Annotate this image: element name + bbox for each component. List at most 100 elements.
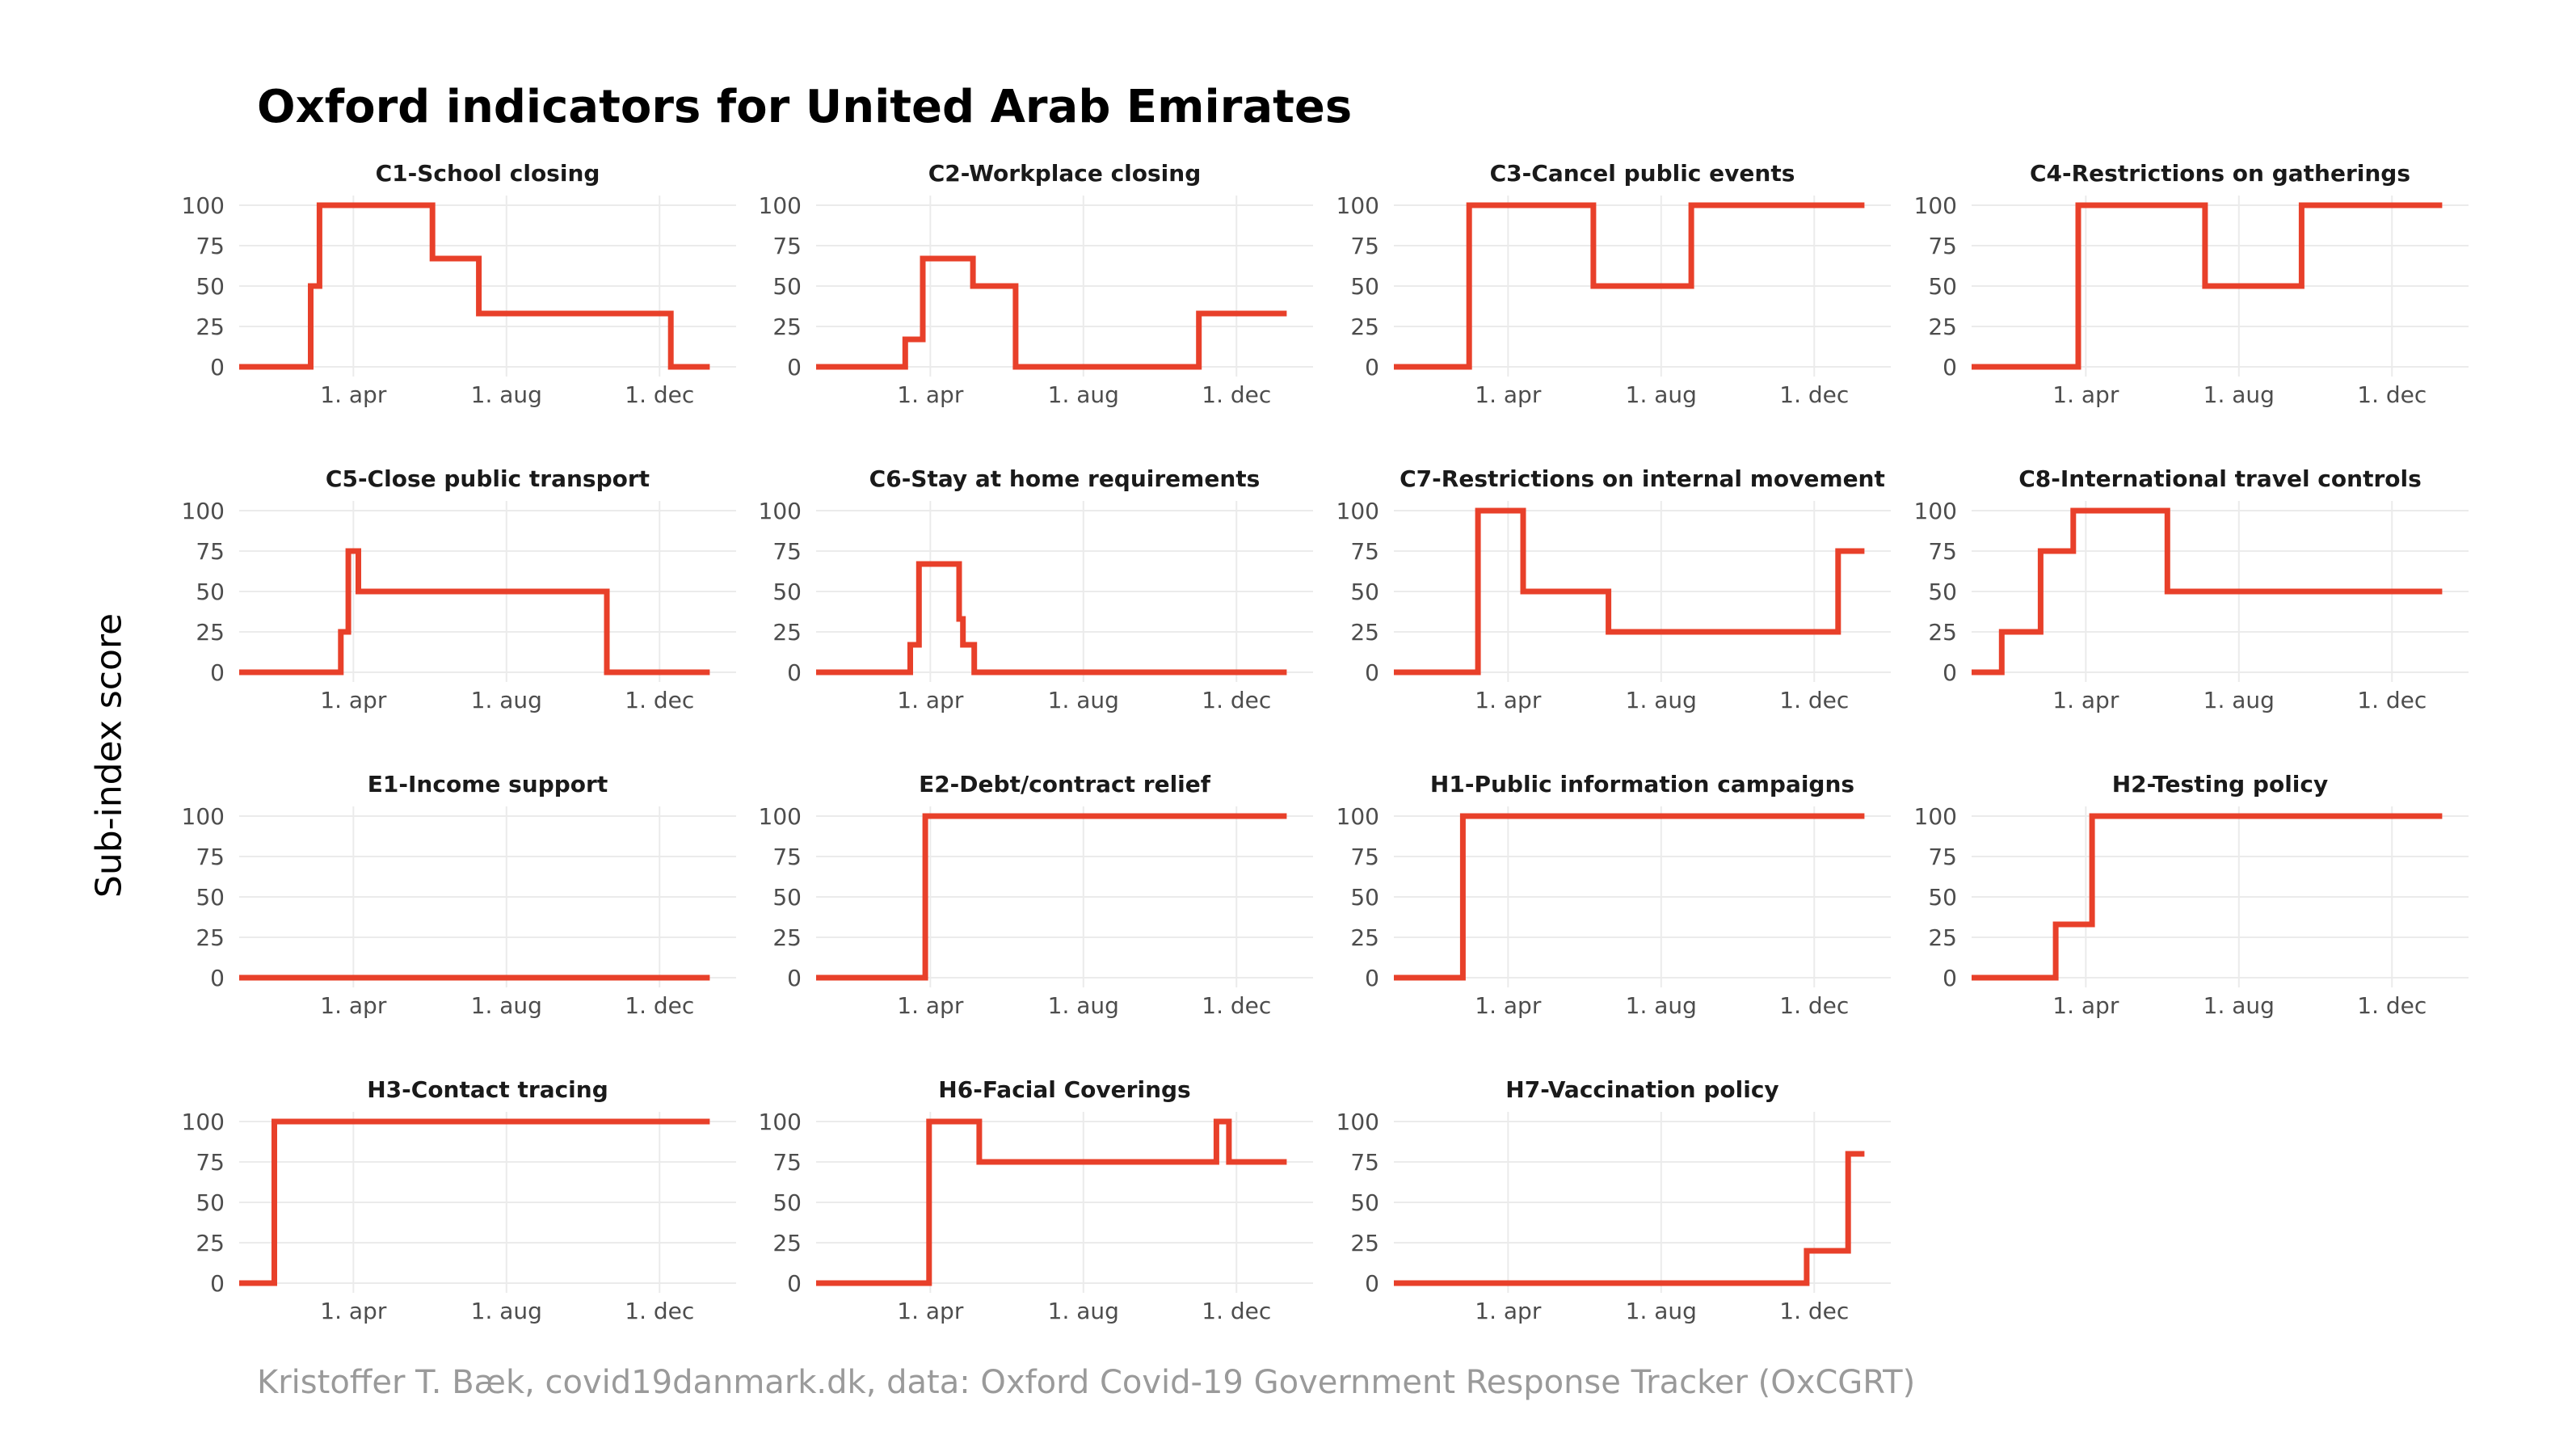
y-tick-label: 0: [787, 965, 802, 991]
panel: 0 25 50 75 100 1. apr 1. aug 1. dec H3-Contact t…: [182, 1076, 736, 1324]
x-tick-label: 1. apr: [1475, 1298, 1542, 1324]
x-tick-label: 1. aug: [471, 992, 542, 1019]
y-tick-label: 50: [1350, 884, 1379, 911]
x-tick-label: 1. apr: [1475, 687, 1542, 713]
panel: 0 25 50 75 100 1. apr 1. aug 1. dec C2-Workplace…: [759, 160, 1313, 408]
x-tick-label: 1. apr: [897, 992, 964, 1019]
panel-title: C6-Stay at home requirements: [869, 465, 1261, 492]
panel-title: C2-Workplace closing: [928, 160, 1202, 187]
panel: 0 25 50 75 100 1. apr 1. aug 1. dec H2-Testing p…: [1914, 771, 2469, 1019]
y-tick-label: 75: [196, 233, 225, 259]
x-tick-label: 1. aug: [1626, 992, 1697, 1019]
x-tick-label: 1. aug: [2203, 992, 2275, 1019]
y-tick-label: 50: [1350, 273, 1379, 300]
x-tick-label: 1. aug: [471, 381, 542, 408]
series-line: [1394, 1151, 1865, 1286]
y-tick-label: 50: [196, 1189, 225, 1216]
panel: 0 25 50 75 100 1. apr 1. aug 1. dec C6-Stay at h…: [759, 465, 1313, 713]
y-tick-label: 100: [759, 1109, 802, 1135]
x-tick-label: 1. dec: [1779, 381, 1849, 408]
x-tick-label: 1. aug: [2203, 381, 2275, 408]
y-tick-label: 0: [1365, 1270, 1379, 1297]
series-line: [816, 255, 1287, 370]
x-tick-label: 1. apr: [320, 687, 387, 713]
x-tick-label: 1. dec: [1202, 687, 1271, 713]
y-tick-label: 0: [1943, 659, 1957, 686]
y-tick-label: 75: [196, 538, 225, 565]
panel: 0 25 50 75 100 1. apr 1. aug 1. dec H6-Facial Co…: [759, 1076, 1313, 1324]
y-tick-label: 0: [1943, 354, 1957, 381]
y-tick-label: 100: [1336, 1109, 1379, 1135]
y-tick-label: 100: [759, 192, 802, 219]
y-tick-label: 100: [759, 803, 802, 830]
panel-title: E1-Income support: [368, 771, 608, 798]
panel-title: C3-Cancel public events: [1490, 160, 1795, 187]
y-tick-label: 25: [1928, 924, 1957, 951]
panel: 0 25 50 75 100 1. apr 1. aug 1. dec C3-Cancel pu…: [1336, 160, 1891, 408]
panel: 0 25 50 75 100 1. apr 1. aug 1. dec C7-Restricti…: [1336, 465, 1891, 713]
y-tick-label: 0: [210, 659, 225, 686]
panel: 0 25 50 75 100 1. apr 1. aug 1. dec E2-Debt/cont…: [759, 771, 1313, 1019]
x-tick-label: 1. dec: [1202, 381, 1271, 408]
panel-title: C5-Close public transport: [326, 465, 650, 492]
y-tick-label: 25: [196, 619, 225, 646]
series-line: [816, 1118, 1287, 1286]
y-tick-label: 100: [1336, 192, 1379, 219]
x-tick-label: 1. aug: [1048, 687, 1119, 713]
y-tick-label: 75: [1350, 233, 1379, 259]
y-tick-label: 25: [196, 314, 225, 340]
y-tick-label: 100: [182, 1109, 225, 1135]
x-tick-label: 1. dec: [625, 1298, 694, 1324]
caption: Kristoffer T. Bæk, covid19danmark.dk, da…: [257, 1364, 1916, 1401]
panel-title: H3-Contact tracing: [367, 1076, 608, 1103]
panel: 0 25 50 75 100 1. apr 1. aug 1. dec E1-Income su…: [182, 771, 736, 1019]
x-tick-label: 1. aug: [471, 687, 542, 713]
x-tick-label: 1. apr: [1475, 381, 1542, 408]
panel-title: H7-Vaccination policy: [1505, 1076, 1778, 1103]
y-tick-label: 100: [1336, 498, 1379, 524]
x-tick-label: 1. aug: [1626, 1298, 1697, 1324]
x-tick-label: 1. dec: [1779, 992, 1849, 1019]
y-tick-label: 50: [1928, 884, 1957, 911]
y-tick-label: 0: [1365, 965, 1379, 991]
x-tick-label: 1. aug: [1626, 687, 1697, 713]
y-tick-label: 100: [1914, 498, 1957, 524]
y-tick-label: 75: [772, 1149, 802, 1176]
y-tick-label: 100: [1914, 803, 1957, 830]
x-tick-label: 1. dec: [625, 992, 694, 1019]
x-tick-label: 1. dec: [2357, 992, 2427, 1019]
y-tick-label: 75: [1928, 233, 1957, 259]
x-tick-label: 1. aug: [1048, 992, 1119, 1019]
x-tick-label: 1. apr: [897, 381, 964, 408]
y-tick-label: 100: [182, 498, 225, 524]
y-tick-label: 100: [1914, 192, 1957, 219]
y-tick-label: 0: [210, 965, 225, 991]
series-line: [816, 813, 1287, 981]
panel-title: H2-Testing policy: [2112, 771, 2329, 798]
y-tick-label: 25: [196, 924, 225, 951]
y-tick-label: 25: [1928, 619, 1957, 646]
x-tick-label: 1. apr: [1475, 992, 1542, 1019]
panel-title: C1-School closing: [376, 160, 600, 187]
series-line: [1394, 813, 1865, 981]
panel-title: C8-International travel controls: [2018, 465, 2422, 492]
series-line: [1394, 507, 1865, 676]
panel-title: H6-Facial Coverings: [938, 1076, 1190, 1103]
x-tick-label: 1. dec: [2357, 687, 2427, 713]
x-tick-label: 1. aug: [2203, 687, 2275, 713]
panel-title: E2-Debt/contract relief: [919, 771, 1211, 798]
y-tick-label: 25: [772, 619, 802, 646]
y-tick-label: 100: [182, 803, 225, 830]
y-tick-label: 50: [196, 273, 225, 300]
x-tick-label: 1. apr: [2052, 687, 2119, 713]
panel-title: H1-Public information campaigns: [1430, 771, 1854, 798]
panel: 0 25 50 75 100 1. apr 1. aug 1. dec C1-School cl…: [182, 160, 736, 408]
series-line: [239, 548, 710, 676]
y-tick-label: 75: [1350, 1149, 1379, 1176]
y-tick-label: 0: [210, 354, 225, 381]
y-tick-label: 25: [196, 1230, 225, 1256]
panel: 0 25 50 75 100 1. apr 1. aug 1. dec C4-Restricti…: [1914, 160, 2469, 408]
y-tick-label: 0: [1943, 965, 1957, 991]
x-tick-label: 1. aug: [1626, 381, 1697, 408]
